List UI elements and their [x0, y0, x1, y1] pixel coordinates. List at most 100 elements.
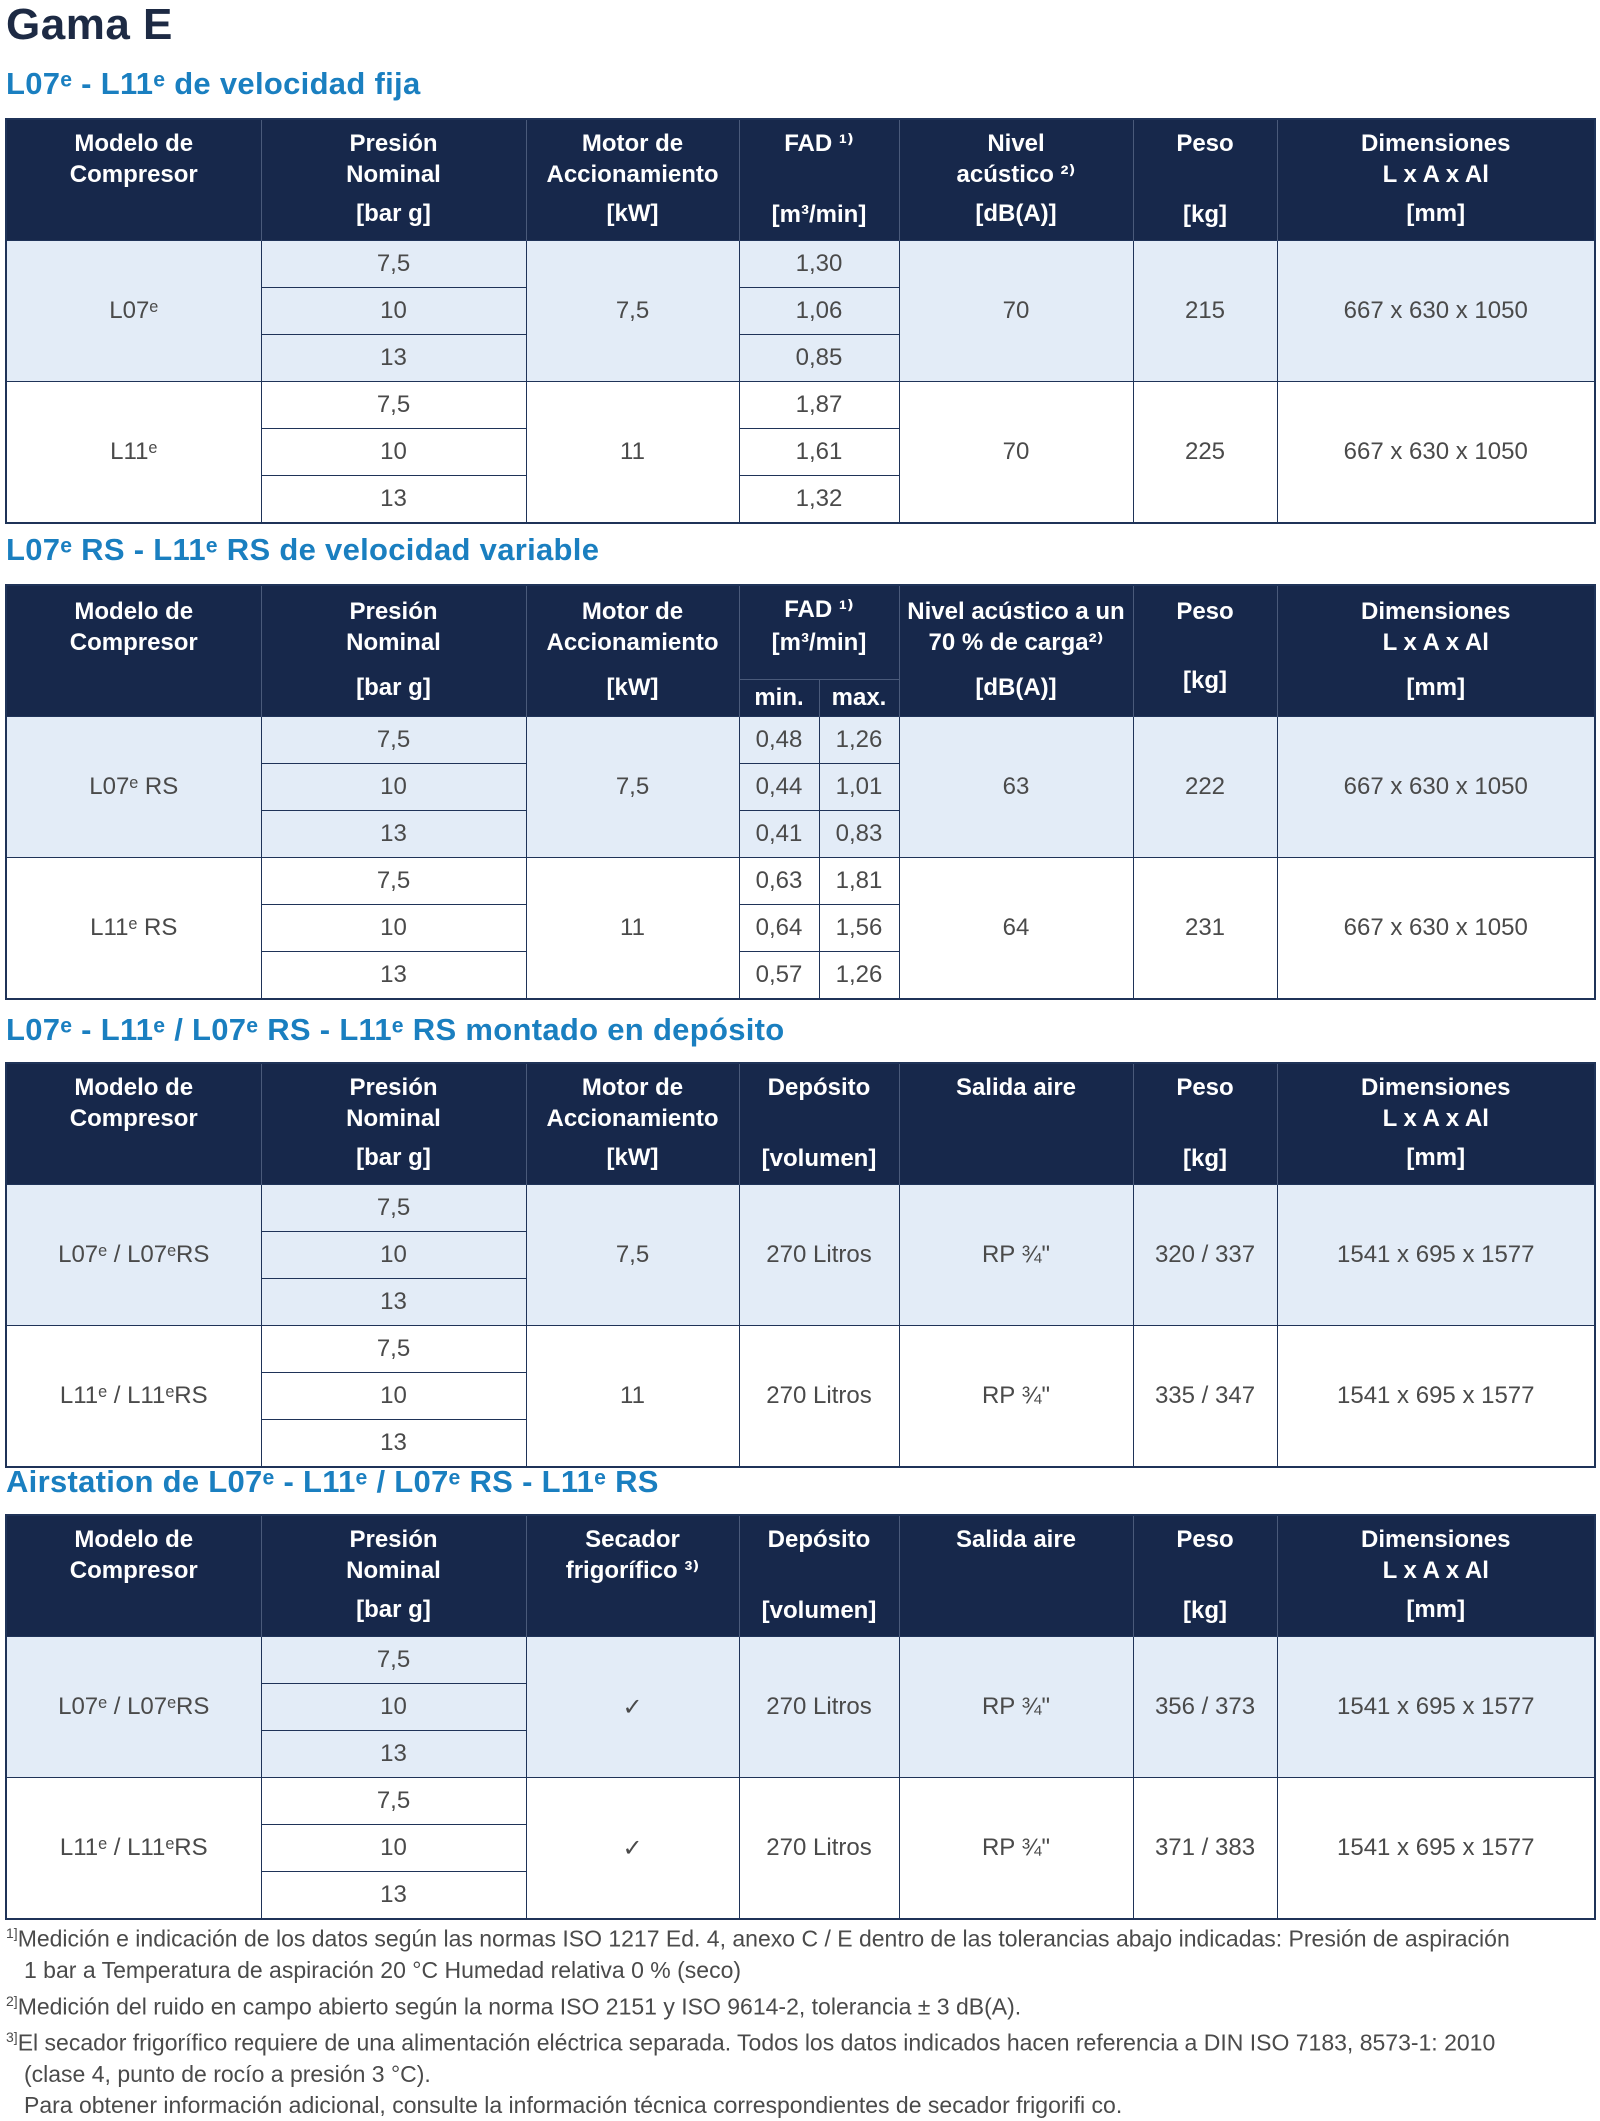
header-motor-line: Accionamiento — [546, 161, 719, 188]
header-dim-line: L x A x Al — [1382, 629, 1489, 656]
model-group: L11ᵉ RS 7,5 11 0,63 1,81 64 231 667 x 630 x 105… — [5, 857, 1596, 1000]
footnote-line: 2]Medición del ruido en campo abierto se… — [6, 1986, 1586, 2023]
header-dim-line: Dimensiones — [1361, 598, 1511, 625]
tank-cell: 270 Litros — [738, 1636, 900, 1778]
fad-max-cell: 1,26 — [818, 716, 900, 764]
dimensions-cell: 1541 x 695 x 1577 — [1276, 1636, 1596, 1778]
table-row: 10 — [6, 1231, 1595, 1279]
header-deposito-line: [volumen] — [761, 1145, 877, 1172]
header-salida-line: Salida aire — [955, 1074, 1077, 1101]
header-fad-min: min. — [738, 678, 820, 717]
fad-cell: 1,87 — [738, 381, 900, 429]
header-presion: Presión Nominal [bar g] — [260, 585, 527, 717]
model-cell: L07ᵉ / L07ᵉRS — [5, 1184, 262, 1326]
pressure-cell: 13 — [260, 334, 527, 382]
header-dim-line: [mm] — [1406, 1596, 1466, 1623]
header-modelo-line: Compresor — [69, 161, 198, 188]
header-peso: Peso [kg] — [1132, 1515, 1278, 1637]
header-motor: Motor de Accionamiento [kW] — [525, 585, 740, 717]
motor-cell: 11 — [525, 857, 740, 1000]
model-cell: L11ᵉ / L11ᵉRS — [5, 1325, 262, 1468]
dimensions-cell: 667 x 630 x 1050 — [1276, 381, 1596, 524]
motor-cell: 11 — [525, 381, 740, 524]
pressure-cell: 13 — [260, 1419, 527, 1468]
motor-cell: 7,5 — [525, 1184, 740, 1326]
header-modelo-line: Compresor — [69, 1105, 198, 1132]
header-presion-line: [bar g] — [356, 674, 431, 701]
header-dim-line: [mm] — [1406, 674, 1466, 701]
air-outlet-cell: RP ¾" — [898, 1777, 1134, 1920]
table-row: L07ᵉ / L07ᵉRS 7,5 ✓ 270 Litros RP ¾" 356 / 37… — [5, 1636, 1596, 1778]
table-row: 13 — [6, 1871, 1595, 1920]
fad-min-cell: 0,63 — [738, 857, 820, 905]
header-salida: Salida aire — [898, 1063, 1134, 1185]
pressure-cell: 10 — [260, 1683, 527, 1731]
tank-cell: 270 Litros — [738, 1777, 900, 1920]
header-fad-max-label: max. — [831, 684, 887, 712]
footnote-line: Para obtener información adicional, cons… — [6, 2090, 1586, 2121]
header-motor-line: Motor de — [581, 1074, 684, 1101]
header-row: Modelo de Compresor Presión Nominal [bar g] S… — [5, 1515, 1596, 1637]
header-dim-line: L x A x Al — [1382, 1105, 1489, 1132]
footnote-mark: 2] — [6, 1992, 18, 2009]
header-secador-line: frigorífico ³⁾ — [565, 1557, 700, 1584]
table-row: 10 — [6, 1372, 1595, 1420]
spec-table: Modelo de Compresor Presión Nominal [bar g] M… — [5, 584, 1596, 1000]
header-presion-line: Nominal — [346, 1105, 441, 1132]
fad-max-cell: 1,56 — [818, 904, 900, 952]
footnote-text: Medición e indicación de los datos según… — [17, 1925, 1510, 1952]
footnote-text: 1 bar a Temperatura de aspiración 20 °C … — [24, 1956, 742, 1983]
table-row: 13 — [6, 1278, 1595, 1326]
table-row: L07ᵉ RS 7,5 7,5 0,48 1,26 63 222 667 x 630 x 10… — [5, 716, 1596, 858]
pressure-cell: 7,5 — [260, 1777, 527, 1825]
table-row: 13 — [6, 1730, 1595, 1778]
header-dim: Dimensiones L x A x Al [mm] — [1276, 119, 1596, 241]
header-row: Modelo de Compresor Presión Nominal [bar g] M… — [5, 1063, 1596, 1185]
model-group: L07ᵉ / L07ᵉRS 7,5 7,5 270 Litros RP ¾" 320 / … — [5, 1184, 1596, 1326]
table-row: 10 0,44 1,01 — [6, 763, 1595, 811]
table-row: L11ᵉ RS 7,5 11 0,63 1,81 64 231 667 x 630 x 105… — [5, 857, 1596, 1000]
fad-max-cell: 1,01 — [818, 763, 900, 811]
model-cell: L07ᵉ RS — [5, 716, 262, 858]
header-presion-line: Nominal — [346, 161, 441, 188]
header-nivel: Nivel acústico a un 70 % de carga²⁾ [dB(A)… — [898, 585, 1134, 717]
header-secador-line: Secador — [585, 1526, 680, 1553]
header-fad: FAD ¹⁾ [m³/min] — [738, 585, 900, 680]
header-motor-line: [kW] — [606, 1144, 659, 1171]
weight-cell: 222 — [1132, 716, 1278, 858]
header-deposito-line: Depósito — [767, 1526, 871, 1553]
air-outlet-cell: RP ¾" — [898, 1325, 1134, 1468]
weight-cell: 231 — [1132, 857, 1278, 1000]
pressure-cell: 10 — [260, 1372, 527, 1420]
fad-min-cell: 0,57 — [738, 951, 820, 1000]
header-peso-line: [kg] — [1183, 1145, 1227, 1172]
motor-cell: 7,5 — [525, 240, 740, 382]
pressure-cell: 7,5 — [260, 381, 527, 429]
model-group: L11ᵉ 7,5 11 1,87 70 225 667 x 630 x 1050 10 1,61… — [5, 381, 1596, 524]
header-peso-line: Peso — [1176, 598, 1234, 625]
header-nivel-line: acústico ²⁾ — [956, 161, 1076, 188]
model-group: L07ᵉ 7,5 7,5 1,30 70 215 667 x 630 x 1050 10 1,0… — [5, 240, 1596, 382]
footnote-text: Para obtener información adicional, cons… — [24, 2091, 1123, 2118]
pressure-cell: 10 — [260, 428, 527, 476]
header-subrow: min. max. — [6, 678, 1595, 717]
spec-table: Modelo de Compresor Presión Nominal [bar g] S… — [5, 1514, 1596, 1920]
air-outlet-cell: RP ¾" — [898, 1184, 1134, 1326]
pressure-cell: 10 — [260, 287, 527, 335]
air-outlet-cell: RP ¾" — [898, 1636, 1134, 1778]
header-nivel-line: [dB(A)] — [975, 674, 1057, 701]
footnote-line: 1]Medición e indicación de los datos seg… — [6, 1918, 1586, 1955]
header-motor: Motor de Accionamiento [kW] — [525, 1063, 740, 1185]
header-row: Modelo de Compresor Presión Nominal [bar g] M… — [5, 119, 1596, 241]
fad-cell: 1,30 — [738, 240, 900, 288]
dimensions-cell: 1541 x 695 x 1577 — [1276, 1777, 1596, 1920]
fad-min-cell: 0,48 — [738, 716, 820, 764]
header-peso: Peso [kg] — [1132, 1063, 1278, 1185]
table-row: L11ᵉ / L11ᵉRS 7,5 11 270 Litros RP ¾" 335 / 3… — [5, 1325, 1596, 1468]
pressure-cell: 7,5 — [260, 1184, 527, 1232]
header-peso-line: [kg] — [1183, 201, 1227, 228]
pressure-cell: 13 — [260, 1730, 527, 1778]
model-group: L11ᵉ / L11ᵉRS 7,5 11 270 Litros RP ¾" 335 / 3… — [5, 1325, 1596, 1468]
weight-cell: 215 — [1132, 240, 1278, 382]
dryer-check-cell: ✓ — [525, 1636, 740, 1778]
